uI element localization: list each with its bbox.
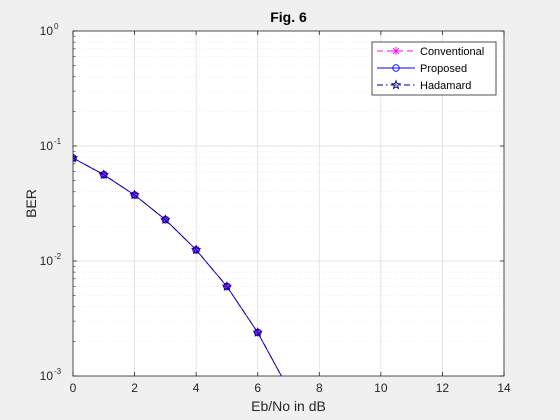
y-axis-label: BER [23, 189, 39, 218]
legend-label: Hadamard [420, 80, 471, 92]
y-tick-exponent: 0 [54, 22, 59, 31]
x-tick-label: 2 [131, 381, 138, 395]
y-tick-exponent: -2 [54, 252, 62, 261]
y-tick-label: 10 [40, 369, 54, 383]
data-point [73, 154, 77, 162]
x-tick-label: 0 [70, 381, 77, 395]
x-tick-label: 10 [374, 381, 388, 395]
data-point [221, 281, 233, 291]
data-point [252, 326, 263, 337]
axes-frame [72, 30, 505, 377]
legend-marker [392, 64, 400, 72]
y-tick-label: 10 [40, 24, 54, 38]
legend-label: Conventional [420, 46, 484, 58]
data-point [190, 244, 202, 255]
x-tick-label: 4 [193, 381, 200, 395]
data-point [129, 189, 140, 200]
legend-label: Proposed [420, 63, 467, 75]
x-tick-label: 14 [497, 381, 511, 395]
y-tick-label: 10 [40, 139, 54, 153]
data-point [98, 169, 109, 180]
x-axis-label: Eb/No in dB [251, 398, 326, 414]
y-tick-exponent: -1 [54, 137, 62, 146]
data-point [73, 152, 79, 163]
legend: Conventional Proposed Hadamard [371, 41, 497, 96]
y-tick-label: 10 [40, 254, 54, 268]
legend-entry: Proposed [377, 63, 467, 75]
x-tick-label: 8 [316, 381, 323, 395]
chart-title: Fig. 6 [270, 9, 307, 25]
legend-entry: Conventional [377, 46, 484, 58]
x-tick-label: 6 [254, 381, 261, 395]
x-tick-label: 12 [436, 381, 450, 395]
series-line [73, 157, 282, 376]
data-point [160, 214, 171, 225]
legend-marker [390, 79, 402, 90]
y-tick-exponent: -3 [54, 367, 62, 376]
data-series [73, 152, 282, 376]
series-hadamard [73, 152, 282, 376]
legend-marker [391, 46, 401, 56]
legend-entry: Hadamard [377, 79, 471, 92]
